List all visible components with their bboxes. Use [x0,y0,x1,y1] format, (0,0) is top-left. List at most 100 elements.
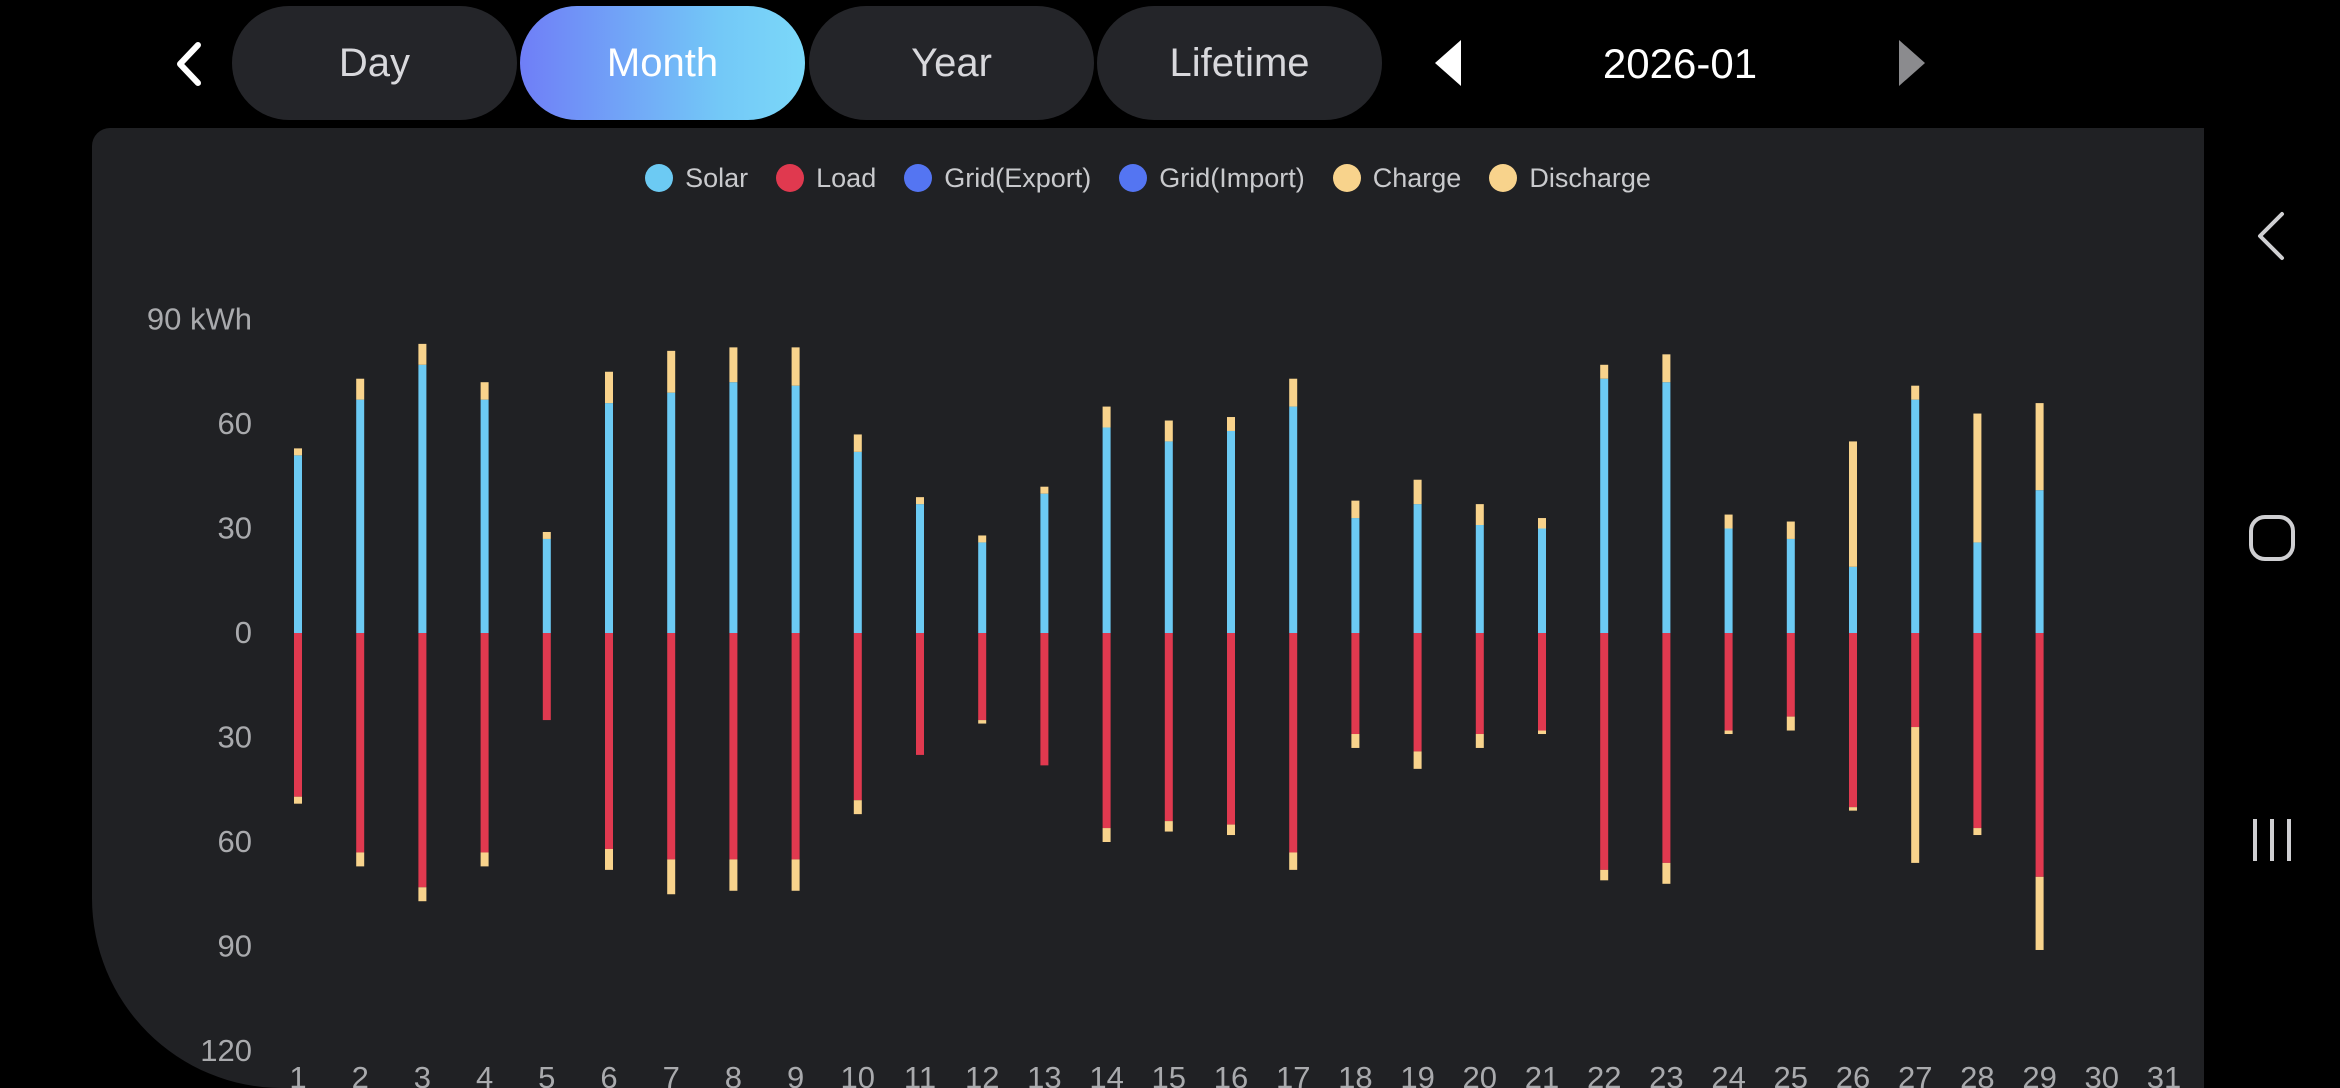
bar-solar[interactable] [1413,504,1422,633]
bar-load[interactable] [356,633,365,853]
bar-discharge[interactable] [1351,734,1360,748]
bar-load[interactable] [1289,633,1298,853]
legend-item-load[interactable]: Load [776,163,876,194]
legend-item-discharge[interactable]: Discharge [1489,163,1651,194]
bar-charge[interactable] [1040,486,1049,494]
bar-discharge[interactable] [294,796,302,804]
bar-discharge[interactable] [853,800,862,815]
bar-discharge[interactable] [1786,716,1795,731]
bar-load[interactable] [916,633,924,755]
bar-solar[interactable] [729,382,738,633]
bar-solar[interactable] [1475,525,1484,633]
bar-charge[interactable] [1538,518,1546,529]
bar-discharge[interactable] [667,859,676,895]
bar-discharge[interactable] [1600,869,1609,881]
bar-load[interactable] [542,633,551,721]
bar-solar[interactable] [294,455,302,633]
bar-discharge[interactable] [729,859,738,891]
bar-charge[interactable] [1973,413,1982,543]
bar-solar[interactable] [1227,430,1235,633]
bar-solar[interactable] [1040,493,1049,633]
bar-solar[interactable] [2035,490,2044,633]
bar-discharge[interactable] [1662,862,1671,884]
bar-load[interactable] [1475,633,1484,735]
bar-charge[interactable] [1102,406,1111,428]
system-home-button[interactable] [2242,508,2302,568]
bar-load[interactable] [1538,633,1546,731]
bar-charge[interactable] [1227,417,1235,431]
bar-charge[interactable] [1164,420,1173,442]
bar-discharge[interactable] [480,852,489,867]
bar-discharge[interactable] [1289,852,1298,870]
bar-discharge[interactable] [1227,824,1235,836]
bar-charge[interactable] [2035,403,2044,491]
bar-solar[interactable] [1600,378,1609,633]
bar-load[interactable] [2035,633,2044,877]
bar-discharge[interactable] [1475,734,1484,748]
bar-load[interactable] [978,633,987,721]
back-button[interactable] [162,22,216,106]
bar-charge[interactable] [729,347,738,383]
bar-discharge[interactable] [418,887,427,902]
bar-load[interactable] [1911,633,1920,728]
bar-load[interactable] [1786,633,1795,717]
bar-solar[interactable] [667,392,676,633]
bar-charge[interactable] [1849,441,1857,567]
bar-charge[interactable] [1724,514,1733,529]
legend-item-grid-export[interactable]: Grid(Export) [904,163,1091,194]
bar-charge[interactable] [853,434,862,452]
bar-solar[interactable] [978,542,987,633]
bar-solar[interactable] [1911,399,1920,633]
bar-charge[interactable] [542,531,551,539]
bar-solar[interactable] [1786,538,1795,633]
bar-load[interactable] [1351,633,1360,735]
bar-discharge[interactable] [1413,751,1422,769]
bar-load[interactable] [1600,633,1609,870]
bar-discharge[interactable] [1102,828,1111,842]
bar-charge[interactable] [1600,364,1609,379]
tab-year[interactable]: Year [809,6,1094,120]
bar-load[interactable] [1849,633,1857,808]
bar-solar[interactable] [1351,518,1360,633]
bar-charge[interactable] [1911,385,1920,400]
previous-period-button[interactable] [1418,30,1478,96]
bar-charge[interactable] [1351,500,1360,519]
bar-charge[interactable] [667,350,676,393]
bar-charge[interactable] [1662,354,1671,383]
bar-load[interactable] [729,633,738,860]
tab-lifetime[interactable]: Lifetime [1097,6,1382,120]
bar-solar[interactable] [1724,528,1733,634]
bar-charge[interactable] [1475,504,1484,526]
bar-solar[interactable] [542,538,551,633]
bar-load[interactable] [667,633,676,860]
bar-solar[interactable] [791,385,800,633]
bar-load[interactable] [1102,633,1111,829]
legend-item-charge[interactable]: Charge [1332,163,1461,194]
bar-solar[interactable] [480,399,489,633]
bar-charge[interactable] [356,378,365,400]
bar-solar[interactable] [1849,566,1857,633]
bar-load[interactable] [853,633,862,801]
bar-load[interactable] [1227,633,1235,825]
bar-discharge[interactable] [356,852,365,867]
bar-solar[interactable] [356,399,365,633]
bar-charge[interactable] [480,382,489,400]
bar-discharge[interactable] [791,859,800,891]
bar-load[interactable] [791,633,800,860]
bar-load[interactable] [418,633,427,888]
bar-discharge[interactable] [1538,730,1546,735]
bar-solar[interactable] [1973,542,1982,633]
bar-load[interactable] [1413,633,1422,752]
bar-solar[interactable] [605,403,613,633]
bar-charge[interactable] [1786,521,1795,539]
bar-discharge[interactable] [605,848,613,870]
bar-charge[interactable] [916,497,924,505]
bar-charge[interactable] [791,347,800,386]
bar-discharge[interactable] [1849,807,1857,811]
legend-item-grid-import[interactable]: Grid(Import) [1119,163,1305,194]
bar-load[interactable] [1973,633,1982,829]
bar-solar[interactable] [1289,406,1298,633]
bar-load[interactable] [294,633,302,797]
bar-load[interactable] [480,633,489,853]
bar-discharge[interactable] [2035,876,2044,950]
